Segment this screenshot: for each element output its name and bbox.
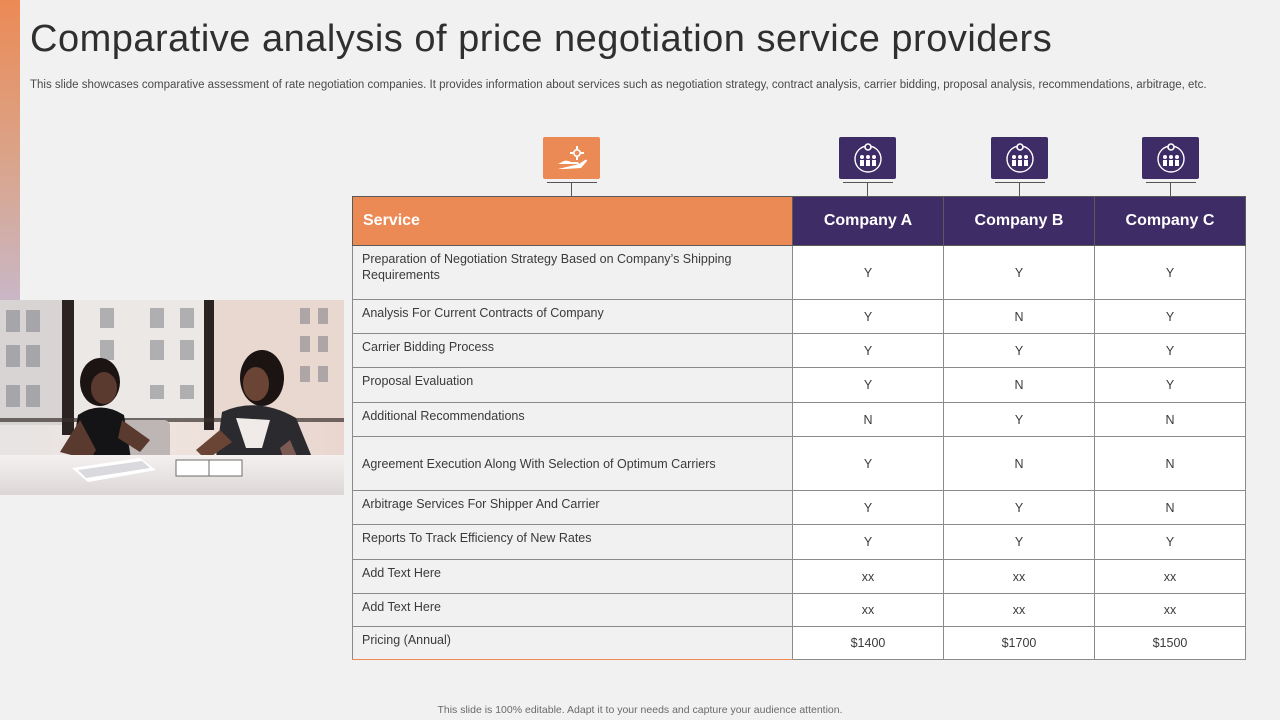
row-value-company-b: N (943, 299, 1095, 334)
row-value-company-b: xx (943, 593, 1095, 627)
icon-connector-stem (1019, 182, 1020, 197)
row-value-company-a: Y (792, 436, 944, 491)
icon-connector-stem (867, 182, 868, 197)
row-service-label: Carrier Bidding Process (352, 333, 793, 368)
row-value-company-c: Y (1094, 367, 1246, 403)
row-service-label: Reports To Track Efficiency of New Rates (352, 524, 793, 560)
row-service-label: Arbitrage Services For Shipper And Carri… (352, 490, 793, 525)
icon-connector-rule (547, 182, 597, 183)
row-value-company-b: N (943, 367, 1095, 403)
row-value-company-a: $1400 (792, 626, 944, 660)
row-value-company-a: Y (792, 524, 944, 560)
meeting-photo-illustration (0, 300, 344, 495)
row-value-company-b: N (943, 436, 1095, 491)
header-company-c: Company C (1094, 196, 1246, 246)
row-value-company-b: Y (943, 490, 1095, 525)
table-row: Carrier Bidding Process Y Y Y (352, 333, 1246, 368)
row-value-company-c: xx (1094, 593, 1246, 627)
icon-connector-rule (1146, 182, 1196, 183)
row-value-company-b: Y (943, 245, 1095, 300)
row-service-label: Additional Recommendations (352, 402, 793, 437)
accent-bar (0, 0, 20, 300)
row-value-company-a: Y (792, 490, 944, 525)
company-a-team-icon (839, 137, 896, 179)
row-service-label: Proposal Evaluation (352, 367, 793, 403)
row-value-company-b: Y (943, 402, 1095, 437)
row-service-label: Add Text Here (352, 593, 793, 627)
row-value-company-b: Y (943, 333, 1095, 368)
row-value-company-c: Y (1094, 245, 1246, 300)
slide-footer: This slide is 100% editable. Adapt it to… (437, 704, 843, 716)
row-service-label: Pricing (Annual) (352, 626, 793, 660)
row-value-company-b: Y (943, 524, 1095, 560)
row-value-company-a: Y (792, 367, 944, 403)
row-value-company-a: xx (792, 593, 944, 627)
row-value-company-c: N (1094, 436, 1246, 491)
comparison-table: Service Company A Company B Company C Pr… (352, 196, 1246, 660)
header-company-b: Company B (943, 196, 1095, 246)
icon-connector-stem (1170, 182, 1171, 197)
table-row: Pricing (Annual) $1400 $1700 $1500 (352, 626, 1246, 660)
row-service-label: Analysis For Current Contracts of Compan… (352, 299, 793, 334)
row-service-label: Add Text Here (352, 559, 793, 594)
table-row: Proposal Evaluation Y N Y (352, 367, 1246, 403)
table-row: Arbitrage Services For Shipper And Carri… (352, 490, 1246, 525)
icon-connector-stem (571, 182, 572, 197)
row-value-company-a: xx (792, 559, 944, 594)
row-value-company-c: Y (1094, 299, 1246, 334)
table-row: Add Text Here xx xx xx (352, 593, 1246, 627)
slide-title: Comparative analysis of price negotiatio… (30, 18, 1053, 60)
table-row: Preparation of Negotiation Strategy Base… (352, 245, 1246, 300)
service-hand-gear-icon (543, 137, 600, 179)
row-value-company-c: Y (1094, 333, 1246, 368)
row-value-company-b: xx (943, 559, 1095, 594)
row-value-company-a: Y (792, 333, 944, 368)
table-row: Agreement Execution Along With Selection… (352, 436, 1246, 491)
row-value-company-c: xx (1094, 559, 1246, 594)
company-b-team-icon (991, 137, 1048, 179)
header-service: Service (352, 196, 793, 246)
icon-connector-rule (843, 182, 893, 183)
row-value-company-c: $1500 (1094, 626, 1246, 660)
table-row: Add Text Here xx xx xx (352, 559, 1246, 594)
company-c-team-icon (1142, 137, 1199, 179)
row-value-company-a: Y (792, 245, 944, 300)
table-row: Reports To Track Efficiency of New Rates… (352, 524, 1246, 560)
row-value-company-c: Y (1094, 524, 1246, 560)
table-header-row: Service Company A Company B Company C (352, 196, 1246, 246)
row-value-company-a: N (792, 402, 944, 437)
row-service-label: Preparation of Negotiation Strategy Base… (352, 245, 793, 300)
header-company-a: Company A (792, 196, 944, 246)
row-value-company-c: N (1094, 490, 1246, 525)
slide-subtitle: This slide showcases comparative assessm… (30, 79, 1207, 91)
table-row: Analysis For Current Contracts of Compan… (352, 299, 1246, 334)
row-value-company-b: $1700 (943, 626, 1095, 660)
row-service-label: Agreement Execution Along With Selection… (352, 436, 793, 491)
row-value-company-c: N (1094, 402, 1246, 437)
table-row: Additional Recommendations N Y N (352, 402, 1246, 437)
row-value-company-a: Y (792, 299, 944, 334)
meeting-photo (0, 300, 344, 495)
icon-connector-rule (995, 182, 1045, 183)
